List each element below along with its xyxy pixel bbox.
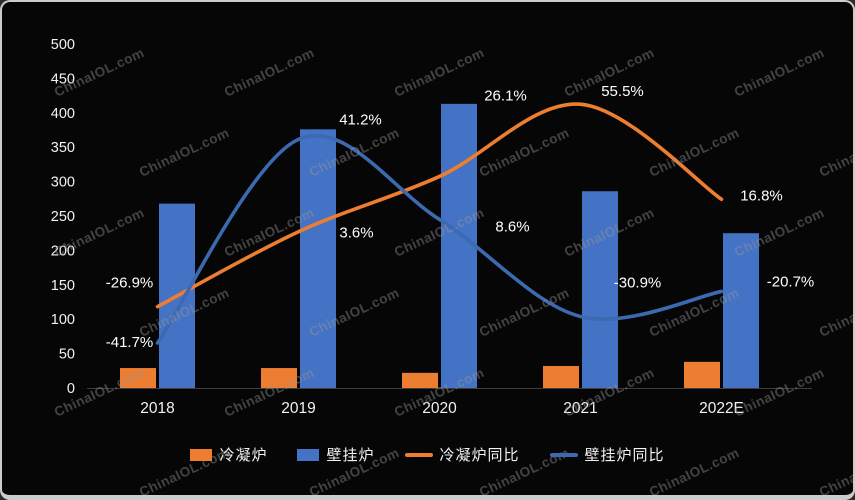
data-label-1-2019: 41.2% [339, 111, 382, 128]
y-axis-tick: 400 [51, 106, 75, 122]
y-axis-tick: 0 [67, 381, 75, 397]
bar-0-2021 [543, 365, 579, 388]
legend-item-wall-hung-boiler: 壁挂炉 [297, 444, 374, 465]
bar-1-2022E [723, 233, 759, 388]
legend-label: 冷凝炉同比 [439, 447, 520, 464]
x-axis-label: 2018 [140, 400, 174, 417]
data-label-0-2019: 3.6% [339, 225, 373, 242]
data-label-1-2022E: -20.7% [767, 273, 815, 290]
watermark: ChinaIOL.com [817, 285, 853, 340]
chart-legend: 冷凝炉 壁挂炉 冷凝炉同比 壁挂炉同比 [2, 444, 853, 465]
bar-0-2019 [261, 368, 297, 388]
watermark: ChinaIOL.com [732, 205, 827, 260]
watermark: ChinaIOL.com [477, 125, 572, 180]
watermark: ChinaIOL.com [392, 45, 487, 100]
bar-0-2022E [684, 361, 720, 388]
legend-swatch-condensing-boiler-yoy [404, 452, 433, 457]
legend-label: 壁挂炉同比 [584, 447, 665, 464]
y-axis-tick: 200 [51, 243, 75, 259]
y-axis-tick: 500 [51, 37, 75, 53]
watermark: ChinaIOL.com [477, 285, 572, 340]
legend-swatch-wall-hung-boiler-yoy [549, 452, 578, 457]
y-axis-tick: 50 [59, 347, 75, 363]
line-0 [155, 102, 724, 309]
legend-label: 壁挂炉 [326, 447, 375, 464]
data-label-0-2020: 26.1% [484, 87, 527, 104]
watermark: ChinaIOL.com [732, 45, 827, 100]
data-label-0-2022E: 16.8% [740, 187, 783, 204]
watermark: ChinaIOL.com [647, 125, 742, 180]
data-label-1-2021: -30.9% [614, 274, 662, 291]
data-label-1-2018: -41.7% [106, 334, 154, 351]
x-axis-label: 2019 [281, 400, 315, 417]
x-axis-label: 2021 [563, 400, 597, 417]
bar-0-2018 [120, 368, 156, 388]
bar-0-2020 [402, 372, 438, 388]
legend-swatch-condensing-boiler [190, 448, 213, 461]
legend-item-wall-hung-boiler-yoy: 壁挂炉同比 [549, 444, 665, 465]
data-label-0-2018: -26.9% [106, 275, 154, 292]
x-axis-label: 2020 [422, 400, 457, 417]
watermark: ChinaIOL.com [137, 125, 232, 180]
y-axis-tick: 350 [51, 140, 75, 156]
legend-item-condensing-boiler-yoy: 冷凝炉同比 [404, 444, 520, 465]
line-1 [155, 133, 724, 345]
y-axis-tick: 450 [51, 71, 75, 87]
legend-label: 冷凝炉 [219, 447, 268, 464]
data-label-0-2021: 55.5% [601, 83, 644, 100]
watermark: ChinaIOL.com [817, 125, 853, 180]
bar-1-2019 [300, 129, 336, 388]
watermark: ChinaIOL.com [222, 45, 317, 100]
x-axis-label: 2022E [699, 400, 744, 417]
y-axis-tick: 250 [51, 209, 75, 225]
bar-1-2021 [582, 191, 618, 388]
legend-swatch-wall-hung-boiler [297, 448, 320, 461]
y-axis-tick: 100 [51, 312, 75, 328]
y-axis-tick: 150 [51, 278, 75, 294]
y-axis-tick: 300 [51, 175, 75, 191]
legend-item-condensing-boiler: 冷凝炉 [190, 444, 267, 465]
bar-1-2020 [441, 103, 477, 388]
data-label-1-2020: 8.6% [495, 218, 529, 235]
